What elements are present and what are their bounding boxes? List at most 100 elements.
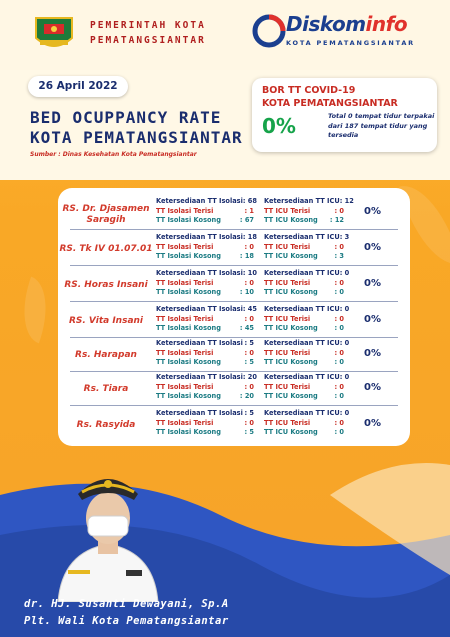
- avail-icu-label: Ketersediaan TT ICU: [264, 409, 340, 417]
- free-isolation-value: : 10: [239, 288, 254, 296]
- hospital-name: RS. Horas Insani: [58, 280, 154, 291]
- free-icu-value: : 0: [334, 392, 344, 400]
- row-divider: [70, 371, 398, 372]
- free-isolation: TT Isolasi Kosong: 45: [156, 324, 254, 334]
- free-icu-value: : 0: [334, 324, 344, 332]
- official-name: dr. HJ. Susanti Dewayani, Sp.A: [24, 598, 229, 610]
- free-icu: TT ICU Kosong: 0: [264, 358, 344, 368]
- used-icu-value: : 0: [334, 206, 344, 215]
- icu-column: Ketersediaan TT ICU: 3 TT ICU Terisi: 0 TT…: [264, 233, 349, 262]
- hospital-name: Rs. Rasyida: [58, 420, 154, 431]
- used-isolation: TT Isolasi Terisi: 0: [156, 419, 254, 429]
- avail-isolation-label: Ketersediaan TT Isolasi: [156, 339, 243, 347]
- brand-subtitle: KOTA PEMATANGSIANTAR: [286, 39, 415, 47]
- avail-isolation-value: : 20: [242, 373, 257, 381]
- avail-isolation: Ketersediaan TT Isolasi: 5: [156, 339, 254, 349]
- isolation-column: Ketersediaan TT Isolasi: 18 TT Isolasi Te…: [156, 233, 257, 262]
- date-badge: 26 April 2022: [28, 76, 128, 97]
- avail-isolation: Ketersediaan TT Isolasi: 18: [156, 233, 257, 243]
- isolation-column: Ketersediaan TT Isolasi: 20 TT Isolasi Te…: [156, 373, 257, 402]
- used-icu-label: TT ICU Terisi: [264, 382, 311, 391]
- icu-column: Ketersediaan TT ICU: 0 TT ICU Terisi: 0 TT…: [264, 339, 349, 368]
- free-icu: TT ICU Kosong: 3: [264, 252, 344, 262]
- table-row: RS. Horas Insani Ketersediaan TT Isolasi:…: [58, 268, 410, 302]
- avail-icu: Ketersediaan TT ICU: 0: [264, 269, 349, 279]
- free-isolation-value: : 5: [244, 428, 254, 436]
- hospital-name-line2: Saragih: [86, 215, 126, 225]
- used-icu-value: : 0: [334, 382, 344, 391]
- row-divider: [70, 301, 398, 302]
- avail-isolation: Ketersediaan TT Isolasi: 20: [156, 373, 257, 383]
- city-emblem-icon: [35, 17, 73, 47]
- isolation-column: Ketersediaan TT Isolasi: 45 TT Isolasi Te…: [156, 305, 257, 334]
- used-isolation-value: : 0: [244, 348, 254, 357]
- avail-icu: Ketersediaan TT ICU: 0: [264, 373, 349, 383]
- isolation-column: Ketersediaan TT Isolasi: 5 TT Isolasi Ter…: [156, 339, 254, 368]
- avail-isolation-value: : 18: [242, 233, 257, 241]
- avail-isolation-value: : 10: [242, 269, 257, 277]
- isolation-column: Ketersediaan TT Isolasi: 5 TT Isolasi Ter…: [156, 409, 254, 438]
- row-divider: [70, 405, 398, 406]
- occupancy-percent: 0%: [364, 418, 381, 429]
- used-icu-label: TT ICU Terisi: [264, 206, 311, 215]
- table-row: RS. Tk IV 01.07.01 Ketersediaan TT Isolas…: [58, 232, 410, 266]
- avail-isolation: Ketersediaan TT Isolasi: 68: [156, 197, 257, 207]
- free-icu: TT ICU Kosong: 0: [264, 428, 344, 438]
- hospital-name: Rs. Tiara: [58, 384, 154, 395]
- used-icu: TT ICU Terisi: 0: [264, 419, 344, 429]
- hospital-name: RS. Dr. Djasamen Saragih: [58, 204, 154, 226]
- page-title: BED OCUPPANCY RATE KOTA PEMATANGSIANTAR: [30, 108, 243, 148]
- row-divider: [70, 229, 398, 230]
- free-icu-label: TT ICU Kosong: [264, 358, 318, 366]
- free-isolation: TT Isolasi Kosong: 10: [156, 288, 254, 298]
- avail-isolation-value: : 45: [242, 305, 257, 313]
- avail-icu-value: : 12: [339, 197, 354, 205]
- used-isolation-label: TT Isolasi Terisi: [156, 206, 214, 215]
- free-isolation: TT Isolasi Kosong: 5: [156, 428, 254, 438]
- avail-isolation-label: Ketersediaan TT Isolasi: [156, 373, 243, 381]
- used-icu-label: TT ICU Terisi: [264, 278, 311, 287]
- used-isolation-label: TT Isolasi Terisi: [156, 314, 214, 323]
- avail-isolation-value: : 5: [244, 409, 254, 417]
- avail-isolation: Ketersediaan TT Isolasi: 5: [156, 409, 254, 419]
- used-isolation-value: : 0: [244, 278, 254, 287]
- avail-icu-label: Ketersediaan TT ICU: [264, 197, 340, 205]
- avail-icu-label: Ketersediaan TT ICU: [264, 233, 340, 241]
- table-row: Rs. Harapan Ketersediaan TT Isolasi: 5 TT …: [58, 338, 410, 372]
- brand-name: Diskominfo: [286, 12, 408, 36]
- bor-note: Total 0 tempat tidur terpakai dari 187 t…: [328, 112, 435, 139]
- header: [0, 0, 450, 70]
- used-isolation-label: TT Isolasi Terisi: [156, 418, 214, 427]
- icu-column: Ketersediaan TT ICU: 0 TT ICU Terisi : 0 TT…: [264, 373, 349, 402]
- used-icu: TT ICU Terisi: 0: [264, 243, 344, 253]
- free-icu-label: TT ICU Kosong: [264, 324, 318, 332]
- avail-icu-value: : 0: [339, 269, 350, 277]
- avail-icu-label: Ketersediaan TT ICU: [264, 305, 340, 313]
- used-icu-label: TT ICU Terisi: [264, 314, 311, 323]
- used-isolation-value: : 0: [244, 314, 254, 323]
- avail-icu-value: : 0: [339, 339, 350, 347]
- table-row: Rs. Tiara Ketersediaan TT Isolasi: 20 TT I…: [58, 372, 410, 406]
- bor-percent: 0%: [262, 114, 296, 138]
- free-icu: TT ICU Kosong: 0: [264, 392, 344, 402]
- free-icu: TT ICU Kosong: 12: [264, 216, 344, 226]
- hospital-name-line1: RS. Vita Insani: [68, 316, 144, 326]
- hospital-name: Rs. Harapan: [58, 350, 154, 361]
- row-divider: [70, 337, 398, 338]
- occupancy-percent: 0%: [364, 242, 381, 253]
- bor-title-line1: BOR TT COVID-19: [262, 85, 356, 96]
- used-isolation-value: : 1: [244, 206, 254, 215]
- avail-icu: Ketersediaan TT ICU: 12: [264, 197, 354, 207]
- table-row: RS. Vita Insani Ketersediaan TT Isolasi: …: [58, 304, 410, 338]
- hospital-name: RS. Vita Insani: [58, 316, 154, 327]
- avail-icu: Ketersediaan TT ICU: 0: [264, 409, 349, 419]
- avail-isolation-label: Ketersediaan TT Isolasi: [156, 409, 243, 417]
- avail-icu: Ketersediaan TT ICU: 3: [264, 233, 349, 243]
- free-icu: TT ICU Kosong : 0: [264, 324, 344, 334]
- free-icu-value: : 0: [334, 428, 344, 436]
- used-icu-label: TT ICU Terisi: [264, 242, 311, 251]
- free-icu-value: : 12: [329, 216, 344, 224]
- brand-main: Diskom: [286, 12, 366, 36]
- used-icu: TT ICU Terisi: 0: [264, 279, 344, 289]
